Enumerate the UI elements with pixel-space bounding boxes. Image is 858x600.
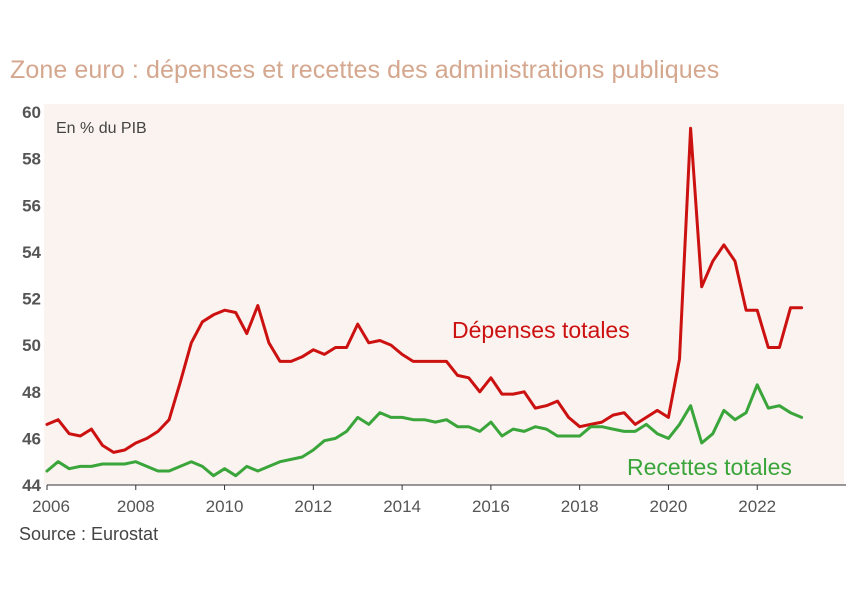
y-tick-label: 48 bbox=[22, 383, 41, 402]
y-tick-label: 56 bbox=[22, 196, 41, 215]
series-label-depenses: Dépenses totales bbox=[452, 317, 630, 343]
source-note: Source : Eurostat bbox=[19, 524, 159, 544]
series-label-recettes: Recettes totales bbox=[627, 454, 792, 480]
x-tick-label: 2008 bbox=[117, 497, 155, 516]
y-tick-label: 58 bbox=[22, 150, 41, 169]
x-tick-label: 2012 bbox=[294, 497, 332, 516]
x-tick-label: 2016 bbox=[472, 497, 510, 516]
x-tick-label: 2018 bbox=[561, 497, 599, 516]
series-line-depenses bbox=[45, 126, 804, 454]
x-tick-label: 2010 bbox=[206, 497, 244, 516]
x-tick-label: 2014 bbox=[383, 497, 421, 516]
series-line-recettes bbox=[45, 383, 804, 478]
x-tick-label: 2006 bbox=[32, 497, 70, 516]
y-tick-label: 52 bbox=[22, 290, 41, 309]
y-tick-label: 50 bbox=[22, 336, 41, 355]
x-tick-label: 2020 bbox=[650, 497, 688, 516]
x-tick-label: 2022 bbox=[738, 497, 776, 516]
y-unit-label: En % du PIB bbox=[56, 120, 147, 137]
y-tick-label: 44 bbox=[22, 476, 41, 495]
y-tick-label: 60 bbox=[22, 103, 41, 122]
y-tick-label: 54 bbox=[22, 243, 41, 262]
chart-title: Zone euro : dépenses et recettes des adm… bbox=[10, 56, 720, 84]
y-tick-label: 46 bbox=[22, 429, 41, 448]
